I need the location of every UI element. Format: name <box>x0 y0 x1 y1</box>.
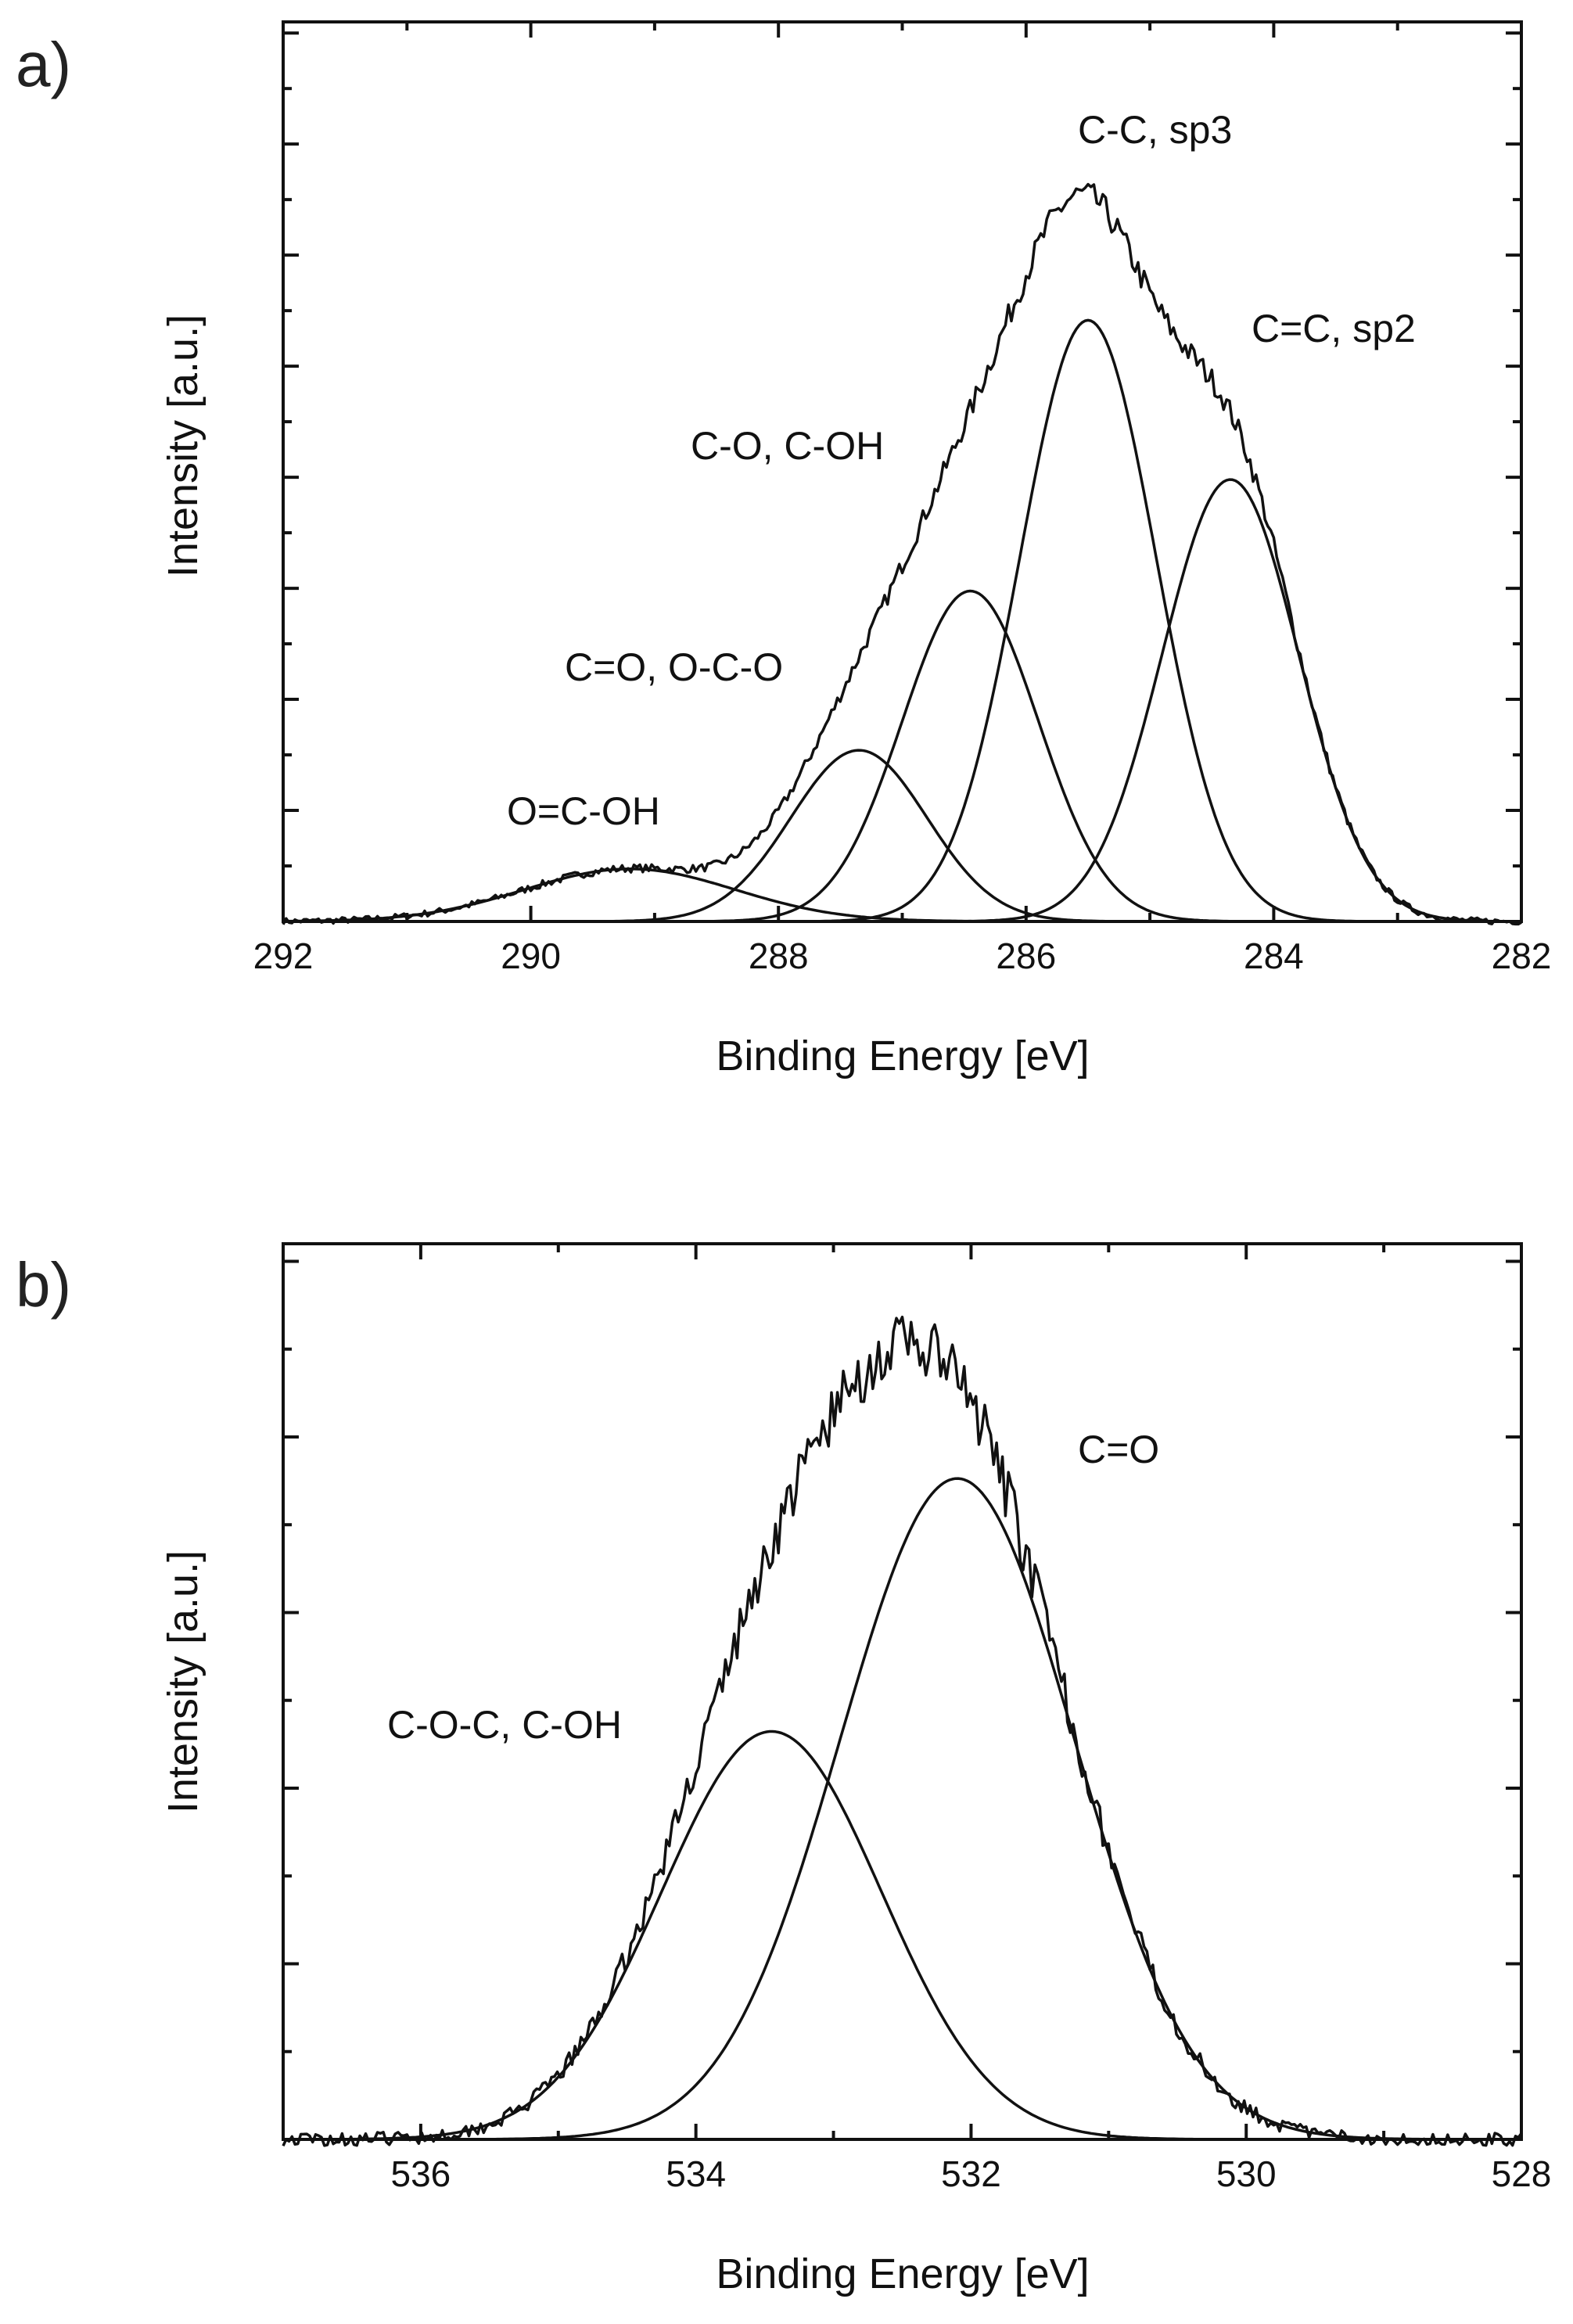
panel-b-curves <box>282 1315 1523 2147</box>
peak-label-c-o-o-c-o: C=O, O-C-O <box>565 645 783 689</box>
fit-component-c-c-sp3 <box>283 318 1521 923</box>
x-tick-label: 528 <box>1492 2153 1552 2194</box>
x-tick-label: 536 <box>391 2153 451 2194</box>
x-tick-label: 282 <box>1492 936 1552 976</box>
panel-a: a) 292 290 288 286 284 282 Binding Energy [eV… <box>16 20 1552 1079</box>
panel-b-letter: b) <box>16 1250 71 1320</box>
fit-component-c-c-sp2 <box>283 478 1521 923</box>
measured-envelope <box>282 1315 1523 2147</box>
panel-b-x-axis-label: Binding Energy [eV] <box>716 2250 1089 2297</box>
x-tick-label: 286 <box>996 936 1056 976</box>
panel-a-y-axis-label: Intensity [a.u.] <box>160 314 207 577</box>
x-tick-label: 534 <box>666 2153 726 2194</box>
fit-component-c-o-o-c-o <box>283 749 1521 923</box>
fit-component-c-o-c-c-oh <box>283 1730 1521 2141</box>
x-tick-label: 284 <box>1244 936 1304 976</box>
panel-a-letter: a) <box>16 30 71 99</box>
peak-label-c-o: C=O <box>1078 1428 1159 1471</box>
panel-b: b) 536 534 532 530 528 Binding Energy [eV] I… <box>16 1242 1552 2297</box>
x-tick-label: 530 <box>1216 2153 1277 2194</box>
x-tick-label: 290 <box>501 936 561 976</box>
fit-component-c-o-c-oh <box>283 589 1521 923</box>
panel-a-curves <box>282 182 1522 926</box>
fit-component-c-o <box>283 1477 1521 2141</box>
panel-a-ticks <box>282 22 1523 921</box>
x-tick-label: 288 <box>749 936 809 976</box>
panel-b-plot-frame <box>282 1242 1523 2141</box>
x-tick-label: 292 <box>253 936 314 976</box>
peak-label-o-c-oh: O=C-OH <box>507 789 660 833</box>
peak-label-c-c-sp2: C=C, sp2 <box>1252 307 1416 350</box>
x-tick-label: 532 <box>941 2153 1001 2194</box>
peak-label-c-c-sp3: C-C, sp3 <box>1078 108 1232 152</box>
panel-b-tick-labels: 536 534 532 530 528 <box>391 2153 1552 2194</box>
panel-b-y-axis-label: Intensity [a.u.] <box>160 1550 207 1813</box>
panel-a-tick-labels: 292 290 288 286 284 282 <box>253 936 1552 976</box>
panel-b-ticks <box>282 1244 1523 2139</box>
measured-envelope <box>282 182 1522 926</box>
peak-label-c-o-c-oh: C-O, C-OH <box>691 424 884 468</box>
panel-a-x-axis-label: Binding Energy [eV] <box>716 1033 1089 1079</box>
peak-label-c-o-c-c-oh: C-O-C, C-OH <box>387 1703 622 1747</box>
